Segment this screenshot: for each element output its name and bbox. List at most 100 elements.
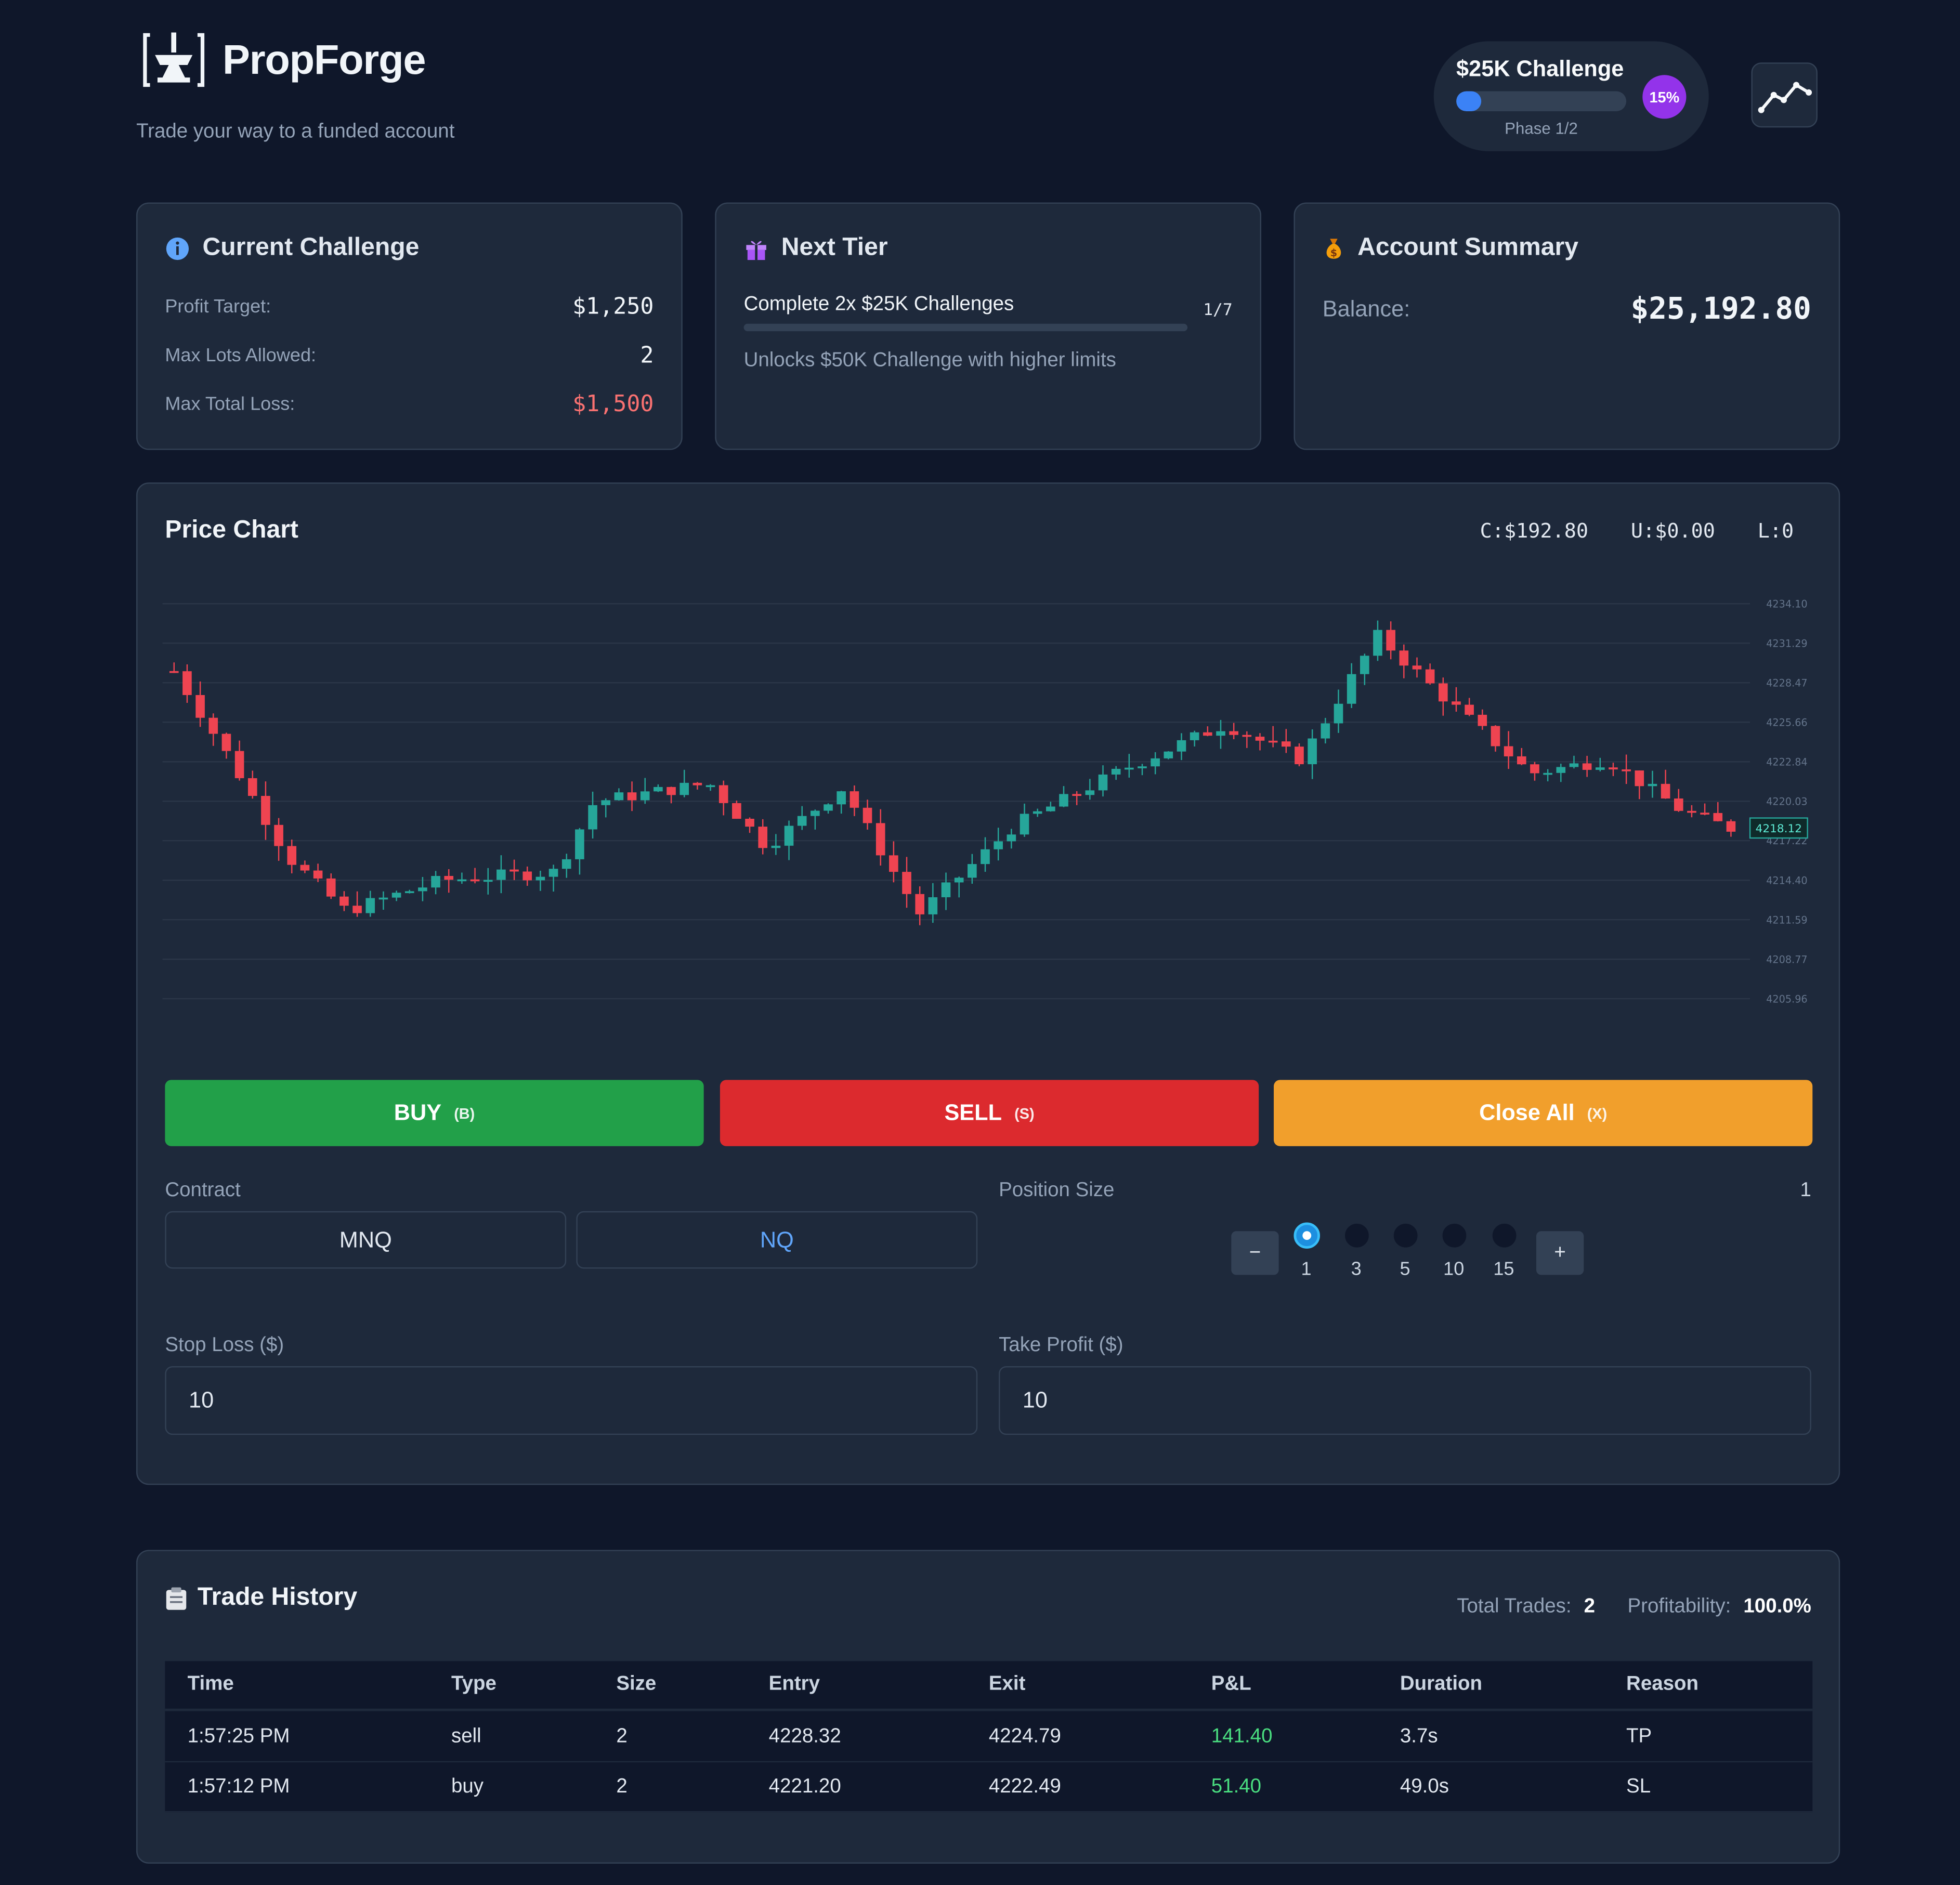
brand-name: PropForge bbox=[222, 36, 426, 83]
analytics-button[interactable] bbox=[1751, 62, 1818, 128]
candle-body bbox=[1517, 756, 1526, 765]
buy-button[interactable]: BUY (B) bbox=[165, 1080, 704, 1146]
size-radio-15[interactable] bbox=[1491, 1222, 1518, 1249]
take-profit-input[interactable]: 10 bbox=[999, 1366, 1811, 1435]
candle-body bbox=[1033, 811, 1042, 814]
size-radio-5[interactable] bbox=[1392, 1222, 1419, 1249]
contract-nq-button[interactable]: NQ bbox=[576, 1211, 978, 1269]
col-pnl[interactable]: P&L bbox=[1211, 1673, 1251, 1695]
candle-body bbox=[300, 865, 310, 871]
next-tier-progress-bar bbox=[743, 323, 1188, 332]
line-chart-icon bbox=[1757, 82, 1811, 113]
col-size[interactable]: Size bbox=[616, 1673, 657, 1695]
candle-body bbox=[797, 816, 807, 826]
candle-body bbox=[261, 796, 270, 825]
svg-text:$: $ bbox=[1330, 246, 1337, 258]
size-increment-button[interactable]: + bbox=[1536, 1231, 1584, 1275]
candle-body bbox=[745, 819, 754, 827]
candle-body bbox=[667, 787, 676, 795]
size-radio-3[interactable] bbox=[1343, 1222, 1370, 1249]
close-all-button[interactable]: Close All (X) bbox=[1274, 1080, 1813, 1146]
candle-body bbox=[954, 878, 964, 883]
candle-body bbox=[889, 855, 898, 872]
trade-history-panel: Trade History Total Trades: 2 Profitabil… bbox=[136, 1550, 1840, 1864]
candle-body bbox=[352, 906, 362, 913]
next-tier-task: Complete 2x $25K Challenges bbox=[743, 294, 1014, 315]
trade-history-header: Trade History bbox=[165, 1583, 357, 1612]
last-price-tag bbox=[1749, 817, 1808, 839]
candle-body bbox=[1177, 740, 1186, 752]
col-type[interactable]: Type bbox=[451, 1673, 496, 1695]
candle-body bbox=[1648, 783, 1657, 787]
candle-body bbox=[1399, 650, 1409, 666]
col-exit[interactable]: Exit bbox=[988, 1673, 1026, 1695]
challenge-progress-badge: 15% bbox=[1642, 75, 1687, 119]
candlestick-chart[interactable]: 4234.10 4231.29 4228.47 4225.66 4222.84 4220.… bbox=[162, 584, 1813, 1034]
profit-target-value: $1,250 bbox=[572, 294, 654, 320]
y-tick-label: 4222.84 bbox=[1766, 756, 1807, 768]
candle-body bbox=[1295, 747, 1304, 765]
candle-body bbox=[470, 879, 480, 882]
gift-icon bbox=[746, 240, 766, 259]
candle-body bbox=[1203, 732, 1212, 736]
cell-entry: 4221.20 bbox=[768, 1775, 841, 1797]
candle-body bbox=[1543, 773, 1552, 775]
next-tier-header: Next Tier bbox=[744, 234, 888, 263]
max-loss-label: Max Total Loss: bbox=[165, 394, 295, 415]
sell-button[interactable]: SELL (S) bbox=[720, 1080, 1259, 1146]
col-entry[interactable]: Entry bbox=[768, 1673, 820, 1695]
info-icon bbox=[166, 237, 189, 259]
candle-body bbox=[981, 849, 990, 865]
col-reason[interactable]: Reason bbox=[1626, 1673, 1699, 1695]
y-tick-label: 4234.10 bbox=[1766, 598, 1807, 610]
brand-logo[interactable]: PropForge bbox=[140, 30, 426, 90]
table-row[interactable]: 1:57:12 PM buy 2 4221.20 4222.49 51.40 4… bbox=[165, 1762, 1813, 1813]
candle-body bbox=[561, 859, 571, 869]
cell-type: sell bbox=[451, 1725, 481, 1747]
size-label-15: 15 bbox=[1493, 1259, 1514, 1280]
candle-body bbox=[1255, 737, 1265, 741]
size-radio-10[interactable] bbox=[1441, 1222, 1468, 1249]
col-duration[interactable]: Duration bbox=[1400, 1673, 1483, 1695]
candle-body bbox=[1491, 726, 1500, 747]
candle-body bbox=[274, 824, 283, 846]
current-challenge-card: Current Challenge Profit Target: $1,250 … bbox=[136, 202, 683, 450]
candle-body bbox=[1713, 813, 1723, 821]
contract-mnq-button[interactable]: MNQ bbox=[165, 1211, 567, 1269]
candle-body bbox=[614, 792, 624, 801]
candle-body bbox=[1556, 767, 1566, 773]
col-time[interactable]: Time bbox=[187, 1673, 234, 1695]
candle-body bbox=[1138, 766, 1147, 768]
candle-body bbox=[221, 734, 231, 751]
challenge-pill[interactable]: $25K Challenge 15% Phase 1/2 bbox=[1433, 41, 1709, 151]
candle-body bbox=[1635, 770, 1644, 787]
take-profit-label: Take Profit ($) bbox=[999, 1334, 1123, 1356]
candle-body bbox=[522, 871, 532, 881]
table-row[interactable]: 1:57:25 PM sell 2 4228.32 4224.79 141.40… bbox=[165, 1712, 1813, 1763]
buy-label: BUY bbox=[394, 1099, 442, 1125]
candle-body bbox=[404, 891, 414, 893]
size-radio-1[interactable] bbox=[1293, 1222, 1320, 1249]
candle-body bbox=[1425, 669, 1435, 684]
cell-exit: 4224.79 bbox=[988, 1725, 1061, 1747]
candle-body bbox=[1439, 683, 1448, 702]
candle-body bbox=[195, 695, 205, 718]
candle-body bbox=[457, 879, 467, 882]
candle-body bbox=[1609, 767, 1618, 770]
candle-body bbox=[1622, 769, 1631, 771]
candle-body bbox=[1151, 758, 1160, 767]
cell-entry: 4228.32 bbox=[768, 1725, 841, 1747]
stop-loss-input[interactable]: 10 bbox=[165, 1366, 978, 1435]
cell-duration: 3.7s bbox=[1400, 1725, 1438, 1747]
candle-body bbox=[1098, 774, 1108, 791]
next-tier-count: 1/7 bbox=[1203, 301, 1233, 320]
candle-body bbox=[1007, 834, 1016, 842]
max-lots-label: Max Lots Allowed: bbox=[165, 345, 317, 366]
size-label-10: 10 bbox=[1443, 1259, 1465, 1280]
position-size-label: Position Size bbox=[999, 1180, 1115, 1201]
trade-history-stats: Total Trades: 2 Profitability: 100.0% bbox=[1457, 1596, 1811, 1618]
candle-body bbox=[902, 872, 911, 894]
lots-stat: L:0 bbox=[1757, 518, 1794, 543]
size-decrement-button[interactable]: − bbox=[1231, 1231, 1279, 1275]
profit-target-label: Profit Target: bbox=[165, 296, 271, 318]
